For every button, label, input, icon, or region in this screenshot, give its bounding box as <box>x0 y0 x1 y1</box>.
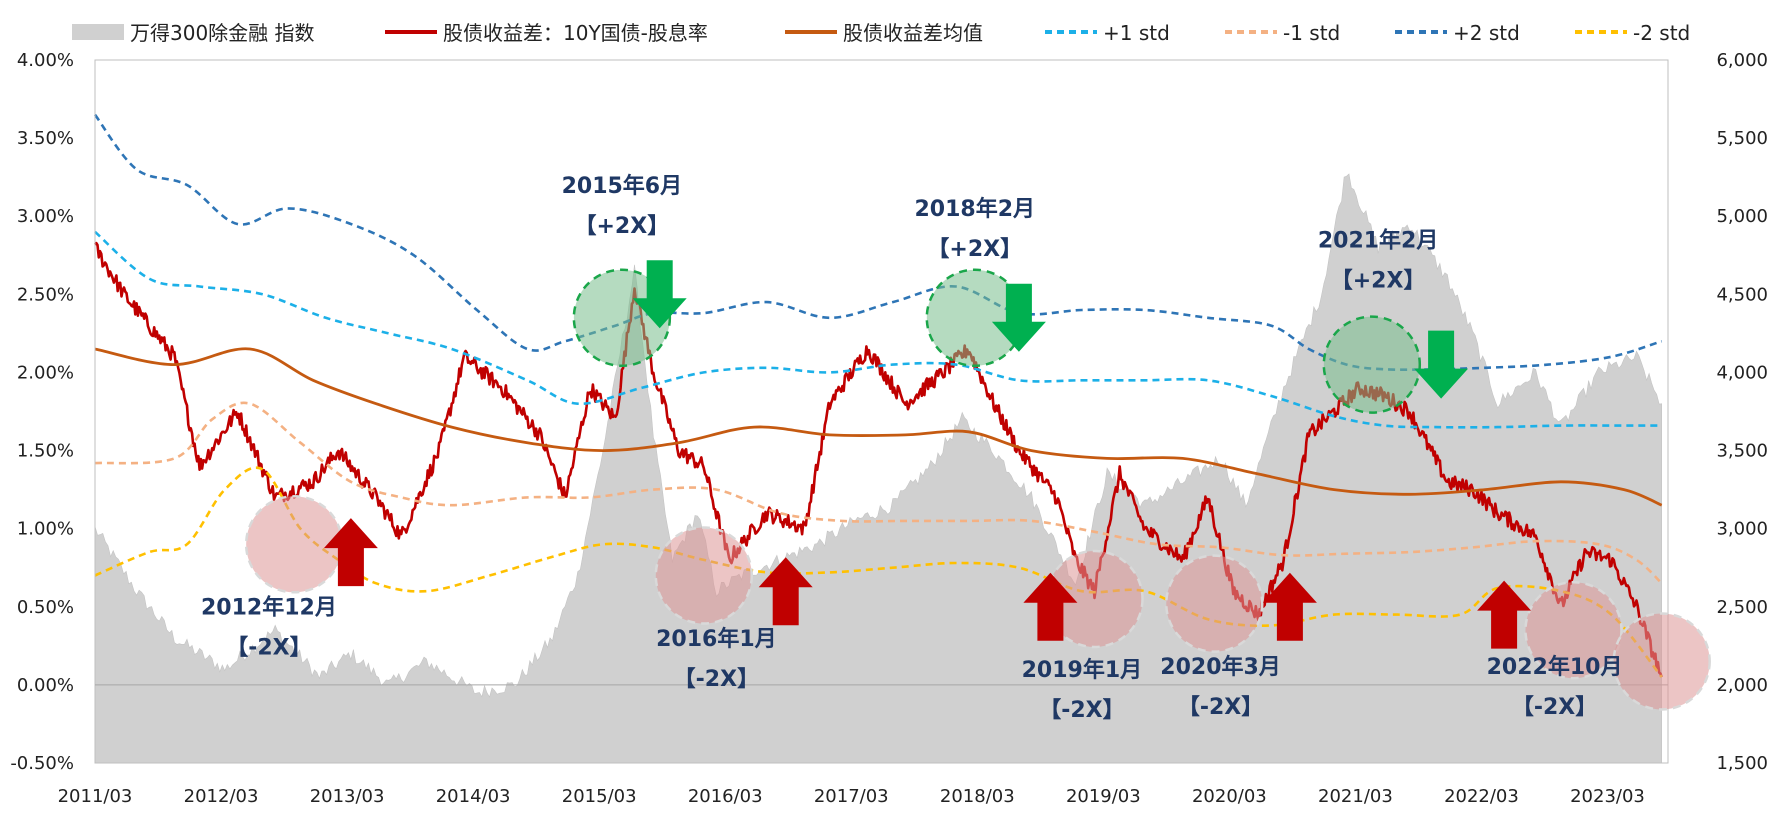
index-area-layer <box>94 173 1662 764</box>
left-axis-tick-label: 1.00% <box>17 519 74 540</box>
left-axis-tick-label: 3.50% <box>17 128 74 149</box>
annotation-label: 【-2X】 <box>1178 695 1263 720</box>
x-axis-tick-label: 2013/03 <box>310 786 385 807</box>
arrow-down-marker <box>632 260 687 329</box>
legend-swatch <box>72 24 124 40</box>
left-axis-tick-label: 4.00% <box>17 50 74 71</box>
series-line-2 <box>94 347 1663 507</box>
legend-label: -1 std <box>1283 21 1340 45</box>
right-axis-tick-label: 2,000 <box>1716 675 1768 696</box>
x-axis-tick-label: 2018/03 <box>940 786 1015 807</box>
annotation-label: 2015年6月 <box>562 173 683 199</box>
arrow-up-marker <box>323 518 378 587</box>
highlight-circle-red <box>1165 554 1264 653</box>
left-axis-tick-label: 2.50% <box>17 284 74 305</box>
x-axis-tick-label: 2016/03 <box>688 786 763 807</box>
arrow-down-marker <box>991 283 1046 352</box>
annotation-label: 【-2X】 <box>1039 698 1124 723</box>
arrow-up-marker <box>1023 572 1078 641</box>
right-axis-tick-label: 4,000 <box>1716 362 1768 383</box>
series-line-4 <box>94 401 1663 585</box>
legend: 万得300除金融 指数 股债收益差：10Y国债-股息率 股债收益差均值 +1 std -… <box>72 21 1690 45</box>
annotation-label: 【-2X】 <box>1512 695 1597 720</box>
annotation-label: 【-2X】 <box>226 636 311 661</box>
arrow-down-marker <box>1414 330 1469 399</box>
annotation-label: 2018年2月 <box>914 196 1035 222</box>
series-line-spread <box>93 241 1663 678</box>
legend-label: 万得300除金融 指数 <box>130 21 315 45</box>
legend-label: 股债收益差：10Y国债-股息率 <box>443 21 708 45</box>
arrow-up-marker <box>1262 572 1317 641</box>
annotation-label: 【+2X】 <box>574 214 669 239</box>
left-axis-tick-label: 0.50% <box>17 597 74 618</box>
plot-area-frame <box>94 59 1669 764</box>
highlight-circle-red <box>1045 549 1144 649</box>
annotation-label: 【+2X】 <box>927 237 1022 262</box>
x-axis-tick-label: 2020/03 <box>1192 786 1267 807</box>
right-axis-tick-label: 5,000 <box>1716 206 1768 227</box>
annotation-label: 2020年3月 <box>1160 654 1281 680</box>
annotation-label: 2022年10月 <box>1487 654 1623 680</box>
annotation-label: 2021年2月 <box>1318 227 1439 253</box>
x-axis-tick-label: 2014/03 <box>436 786 511 807</box>
series-area-index <box>94 173 1662 764</box>
legend-label: -2 std <box>1633 21 1690 45</box>
highlight-circle-red <box>1524 580 1623 680</box>
x-axis-tick-label: 2017/03 <box>814 786 889 807</box>
x-axis-tick-label: 2011/03 <box>58 786 133 807</box>
highlight-circle-green <box>572 268 672 368</box>
x-axis-tick-label: 2023/03 <box>1570 786 1645 807</box>
right-axis-tick-label: 1,500 <box>1716 753 1768 774</box>
left-axis-tick-label: 0.00% <box>17 675 74 696</box>
x-axis-tick-label: 2019/03 <box>1066 786 1141 807</box>
highlight-circle-red <box>1612 612 1711 711</box>
right-axis-tick-label: 6,000 <box>1716 50 1768 71</box>
highlight-marks-layer: 2012年12月【-2X】2015年6月【+2X】2016年1月【-2X】201… <box>201 173 1711 723</box>
annotation-label: 【+2X】 <box>1331 268 1426 293</box>
right-axis-tick-label: 3,500 <box>1716 441 1768 462</box>
legend-label: +2 std <box>1453 21 1520 45</box>
x-axis-tick-label: 2015/03 <box>562 786 637 807</box>
arrow-up-marker <box>758 557 813 626</box>
highlight-circle-red <box>654 526 754 625</box>
left-axis-tick-label: -0.50% <box>10 753 74 774</box>
right-axis-tick-label: 2,500 <box>1716 597 1768 618</box>
arrow-up-marker <box>1477 580 1532 649</box>
right-axis-tick-label: 4,500 <box>1716 284 1768 305</box>
legend-label: 股债收益差均值 <box>843 21 983 45</box>
annotation-label: 2012年12月 <box>201 595 337 621</box>
left-axis-tick-label: 1.50% <box>17 441 74 462</box>
x-axis-tick-label: 2012/03 <box>184 786 259 807</box>
highlight-circle-green <box>1322 315 1422 414</box>
left-axis-tick-label: 2.00% <box>17 362 74 383</box>
x-axis-tick-label: 2022/03 <box>1444 786 1519 807</box>
annotation-label: 2016年1月 <box>656 626 777 652</box>
annotation-label: 【-2X】 <box>674 667 759 692</box>
left-axis-tick-label: 3.00% <box>17 206 74 227</box>
right-axis-tick-label: 3,000 <box>1716 519 1768 540</box>
axes-layer: 4.00% 3.50% 3.00% 2.50% 2.00% 1.50% 1.00% 0.50%… <box>10 50 1768 807</box>
legend-label: +1 std <box>1103 21 1170 45</box>
right-axis-tick-label: 5,500 <box>1716 128 1768 149</box>
series-lines-layer <box>93 113 1663 678</box>
series-line-3 <box>94 230 1662 429</box>
annotation-label: 2019年1月 <box>1022 657 1143 683</box>
x-axis-tick-label: 2021/03 <box>1318 786 1393 807</box>
